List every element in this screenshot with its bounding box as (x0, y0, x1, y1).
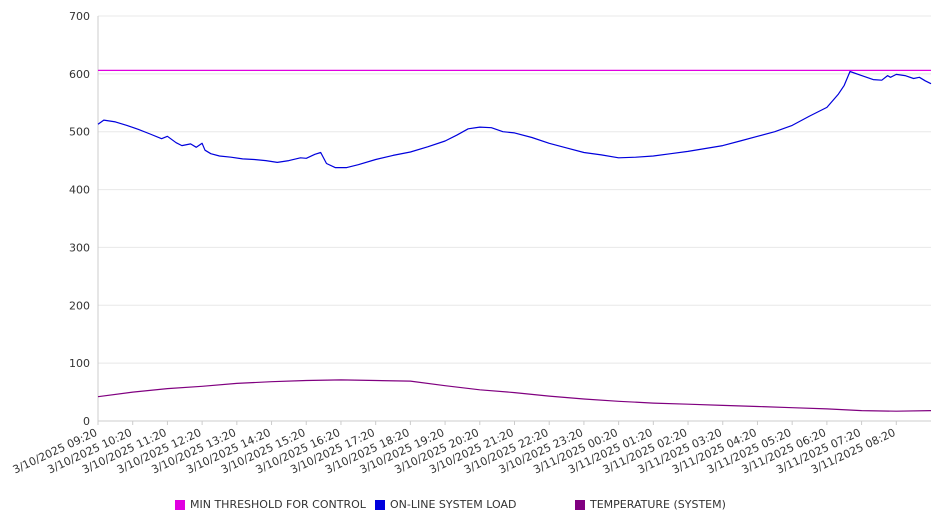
y-tick-label: 400 (69, 184, 90, 197)
legend-label-temperature: TEMPERATURE (SYSTEM) (590, 498, 726, 511)
gridlines (98, 15, 931, 364)
y-tick-label: 500 (69, 126, 90, 139)
axes (97, 16, 931, 425)
legend-swatch-temperature (575, 499, 585, 510)
legend-item-temperature[interactable]: TEMPERATURE (SYSTEM) (575, 498, 726, 511)
y-tick-label: 300 (69, 241, 90, 254)
system-load-line (97, 70, 932, 169)
y-tick-label: 600 (69, 68, 90, 81)
legend-item-threshold[interactable]: MIN THRESHOLD FOR CONTROL (175, 498, 366, 511)
y-tick-label: 200 (69, 299, 90, 312)
y-tick-label: 700 (69, 10, 90, 23)
legend-label-threshold: MIN THRESHOLD FOR CONTROL (190, 498, 366, 511)
legend-item-load[interactable]: ON-LINE SYSTEM LOAD (375, 498, 516, 511)
y-tick-label: 0 (83, 415, 90, 428)
x-tick-labels: 3/10/2025 09:203/10/2025 10:203/10/2025 … (11, 426, 898, 476)
y-tick-label: 100 (69, 357, 90, 370)
temperature-line (97, 379, 932, 412)
series-lines (97, 69, 932, 412)
legend-label-load: ON-LINE SYSTEM LOAD (390, 498, 517, 511)
legend-swatch-threshold (175, 499, 185, 510)
y-tick-labels: 0 100 200 300 400 500 600 700 (69, 10, 90, 428)
chart-legend: MIN THRESHOLD FOR CONTROL ON-LINE SYSTEM… (175, 498, 935, 516)
legend-swatch-load (375, 499, 385, 510)
